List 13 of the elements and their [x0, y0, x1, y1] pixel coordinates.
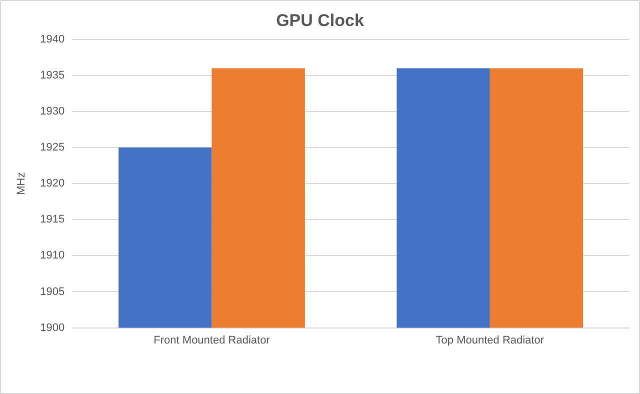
y-tick-label: 1930	[40, 106, 65, 118]
y-tick-label: 1915	[40, 214, 65, 226]
chart-title: GPU Clock	[276, 10, 364, 30]
x-tick-label: Front Mounted Radiator	[154, 334, 270, 346]
y-tick-label: 1905	[40, 286, 65, 298]
y-tick-label: 1920	[40, 178, 65, 190]
y-tick-label: 1900	[40, 322, 65, 334]
y-tick-label: 1925	[40, 142, 65, 154]
y-tick-label: 1910	[40, 250, 65, 262]
y-tick-label: 1935	[40, 69, 65, 82]
x-tick-label: Top Mounted Radiator	[436, 334, 544, 346]
y-axis-title: MHz	[16, 172, 28, 195]
y-tick-label: 1940	[40, 33, 65, 46]
